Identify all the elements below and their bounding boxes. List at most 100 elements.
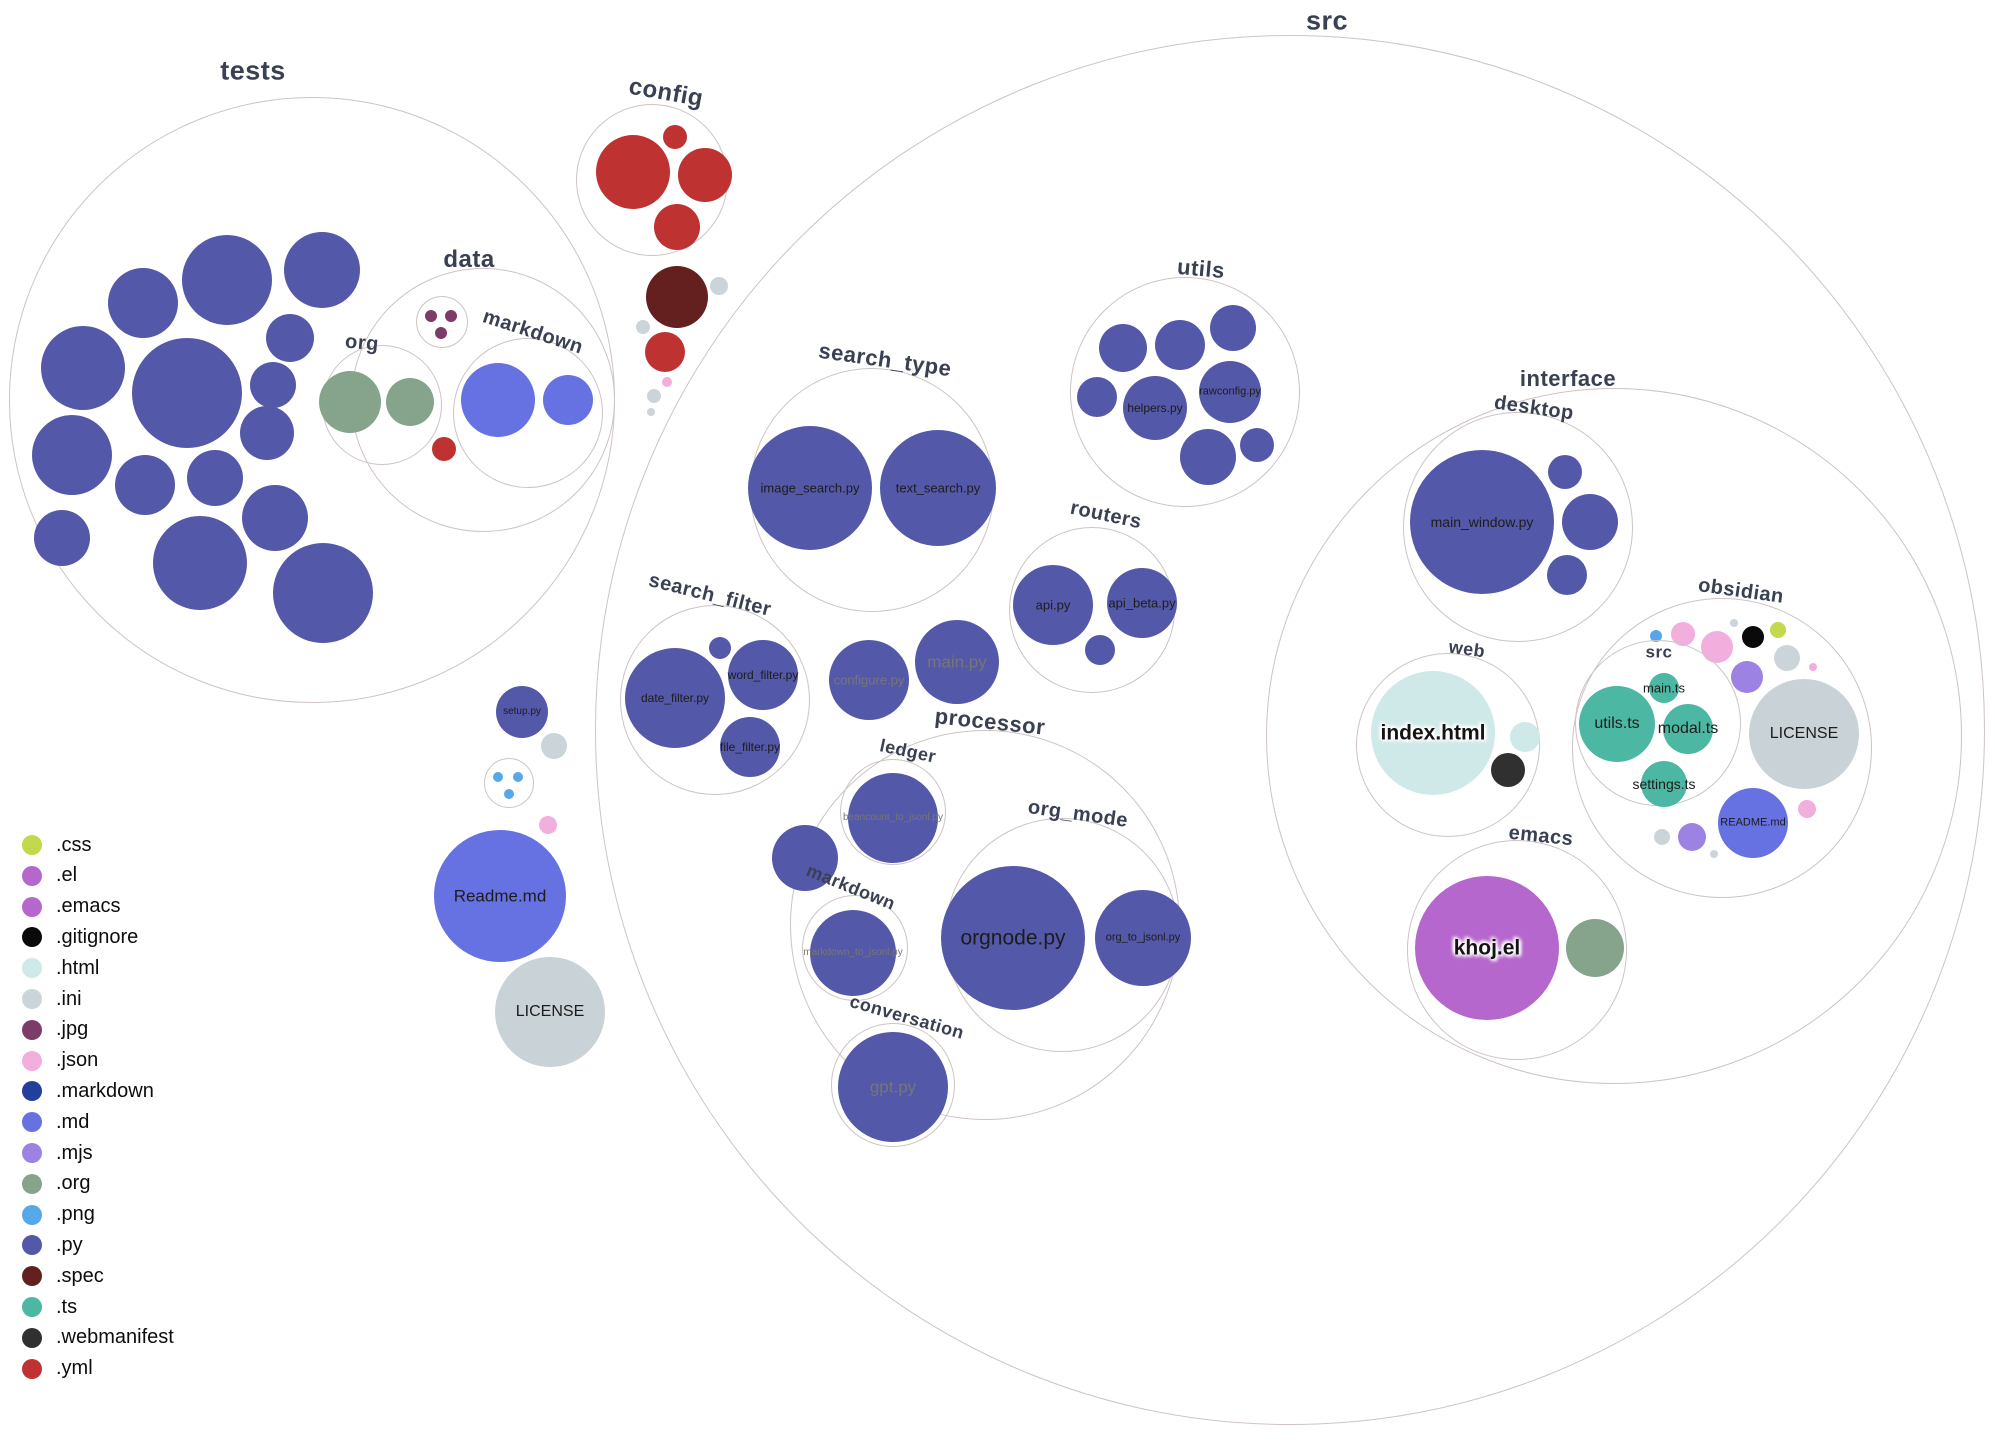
file-yml-file[interactable] [645, 332, 685, 372]
file-py-file[interactable] [115, 455, 175, 515]
file-py-file[interactable] [1085, 635, 1115, 665]
file-image-search-py[interactable] [748, 426, 872, 550]
file-md-file[interactable] [543, 375, 593, 425]
file-py-file[interactable] [266, 314, 314, 362]
file-yml-file[interactable] [663, 125, 687, 149]
file-utils-ts[interactable] [1579, 686, 1655, 762]
file-ini-file[interactable] [647, 389, 661, 403]
file-org-file[interactable] [1566, 919, 1624, 977]
file-ini-file[interactable] [636, 320, 650, 334]
folder-src[interactable] [595, 35, 1985, 1425]
file-file-filter-py[interactable] [720, 717, 780, 777]
file-rawconfig-py[interactable] [1199, 361, 1261, 423]
file-md-file[interactable] [461, 363, 535, 437]
folder-jpg-group[interactable] [416, 296, 468, 348]
file-settings-ts[interactable] [1641, 761, 1687, 807]
file-license[interactable] [495, 957, 605, 1067]
file-gitignore-file[interactable] [1742, 626, 1764, 648]
file-api-beta-py[interactable] [1107, 568, 1177, 638]
file-jpg-file[interactable] [425, 310, 437, 322]
file-gpt-py[interactable] [838, 1032, 948, 1142]
folder-png-group[interactable] [484, 758, 534, 808]
file-yml-file[interactable] [596, 135, 670, 209]
file-setup-py[interactable] [496, 686, 548, 738]
file-json-file[interactable] [539, 816, 557, 834]
file-py-file[interactable] [242, 485, 308, 551]
folder-desktop[interactable] [1403, 412, 1633, 642]
folder-markdown[interactable] [453, 338, 603, 488]
file-text-search-py[interactable] [880, 430, 996, 546]
file-webmanifest-file[interactable] [1491, 753, 1525, 787]
file-py-file[interactable] [1155, 320, 1205, 370]
file-py-file[interactable] [1077, 377, 1117, 417]
folder-web[interactable] [1356, 653, 1540, 837]
file-org-to-jsonl-py[interactable] [1095, 890, 1191, 986]
file-ini-file[interactable] [1710, 850, 1718, 858]
file-mjs-file[interactable] [1731, 661, 1763, 693]
folder-interface[interactable] [1266, 388, 1962, 1084]
file-main-py[interactable] [915, 620, 999, 704]
folder-search-filter[interactable] [620, 605, 810, 795]
file-ini-file[interactable] [1654, 829, 1670, 845]
folder-ledger[interactable] [840, 759, 946, 865]
file-png-file[interactable] [493, 772, 503, 782]
file-index-html[interactable] [1371, 671, 1495, 795]
file-png-file[interactable] [504, 789, 514, 799]
file-py-file[interactable] [284, 232, 360, 308]
file-license[interactable] [1749, 679, 1859, 789]
file-py-file[interactable] [32, 415, 112, 495]
file-py-file[interactable] [1548, 455, 1582, 489]
file-py-file[interactable] [1240, 428, 1274, 462]
file-org-file[interactable] [319, 371, 381, 433]
file-py-file[interactable] [1547, 555, 1587, 595]
file-yml-file[interactable] [678, 148, 732, 202]
file-json-file[interactable] [662, 377, 672, 387]
file-ini-file[interactable] [541, 733, 567, 759]
file-beancount-to-jsonl-py[interactable] [848, 773, 938, 863]
folder-utils[interactable] [1070, 277, 1300, 507]
file-json-file[interactable] [1798, 800, 1816, 818]
file-ini-file[interactable] [710, 277, 728, 295]
file-khoj-el[interactable] [1415, 876, 1559, 1020]
folder-obsidian[interactable] [1572, 598, 1872, 898]
file-css-file[interactable] [1770, 622, 1786, 638]
folder-emacs[interactable] [1407, 840, 1627, 1060]
file-org-file[interactable] [386, 378, 434, 426]
file-modal-ts[interactable] [1663, 704, 1713, 754]
file-py-file[interactable] [772, 825, 838, 891]
folder-markdown[interactable] [802, 895, 908, 1001]
file-py-file[interactable] [1180, 429, 1236, 485]
file-py-file[interactable] [1562, 494, 1618, 550]
file-jpg-file[interactable] [445, 310, 457, 322]
file-yml-file[interactable] [654, 204, 700, 250]
file-py-file[interactable] [132, 338, 242, 448]
file-py-file[interactable] [182, 235, 272, 325]
file-html-file[interactable] [1510, 722, 1540, 752]
file-api-py[interactable] [1013, 565, 1093, 645]
file-configure-py[interactable] [829, 640, 909, 720]
file-markdown-to-jsonl-py[interactable] [810, 910, 896, 996]
file-mjs-file[interactable] [1678, 823, 1706, 851]
file-date-filter-py[interactable] [625, 648, 725, 748]
file-py-file[interactable] [187, 450, 243, 506]
file-jpg-file[interactable] [435, 327, 447, 339]
file-png-file[interactable] [1650, 630, 1662, 642]
file-ini-file[interactable] [1730, 619, 1738, 627]
file-yml-file[interactable] [432, 437, 456, 461]
file-py-file[interactable] [1099, 324, 1147, 372]
file-py-file[interactable] [709, 637, 731, 659]
folder-conversation[interactable] [831, 1023, 955, 1147]
file-py-file[interactable] [41, 326, 125, 410]
file-py-file[interactable] [250, 362, 296, 408]
file-py-file[interactable] [273, 543, 373, 643]
file-py-file[interactable] [108, 268, 178, 338]
file-py-file[interactable] [34, 510, 90, 566]
file-py-file[interactable] [1210, 305, 1256, 351]
file-spec-file[interactable] [646, 266, 708, 328]
file-ini-file[interactable] [1774, 645, 1800, 671]
file-py-file[interactable] [153, 516, 247, 610]
file-orgnode-py[interactable] [941, 866, 1085, 1010]
file-py-file[interactable] [240, 406, 294, 460]
file-readme-md[interactable] [1718, 788, 1788, 858]
file-main-window-py[interactable] [1410, 450, 1554, 594]
